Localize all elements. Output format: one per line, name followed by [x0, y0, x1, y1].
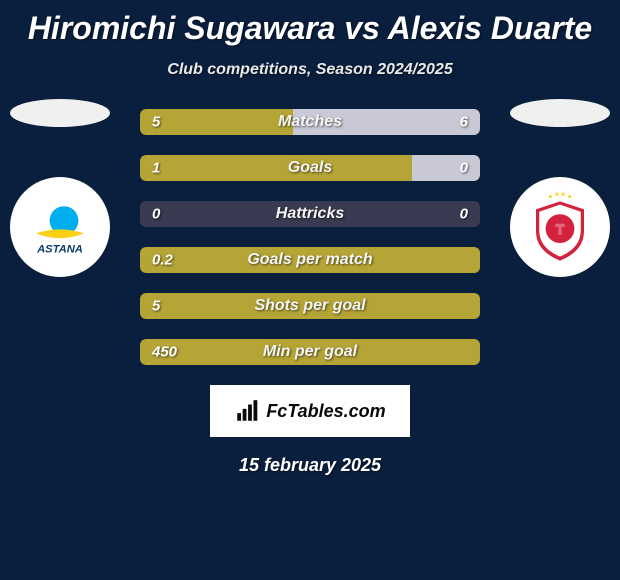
- stat-value-left: 5: [152, 114, 160, 131]
- club-logo-left: ASTANA: [10, 177, 110, 277]
- spartak-logo-icon: [520, 187, 600, 267]
- player-right-badges: [510, 99, 610, 277]
- comparison-subtitle: Club competitions, Season 2024/2025: [0, 61, 620, 79]
- stat-row: 5 6 Matches: [140, 109, 480, 135]
- stat-value-left: 0.2: [152, 252, 173, 269]
- stat-bar-left: [140, 155, 412, 181]
- comparison-content: ASTANA 5 6 Matches 1 0 Goals 0 0 Hattricks 0.2 Goa…: [0, 109, 620, 476]
- stat-value-left: 1: [152, 160, 160, 177]
- club-logo-right: [510, 177, 610, 277]
- stat-value-left: 0: [152, 206, 160, 223]
- stat-bar-right: [412, 155, 480, 181]
- branding-text: FcTables.com: [266, 401, 385, 422]
- player-left-badges: ASTANA: [10, 99, 110, 277]
- stat-label: Hattricks: [276, 205, 344, 223]
- stat-value-left: 5: [152, 298, 160, 315]
- chart-icon: [234, 398, 260, 424]
- stat-value-right: 0: [460, 206, 468, 223]
- astana-logo-icon: ASTANA: [20, 187, 100, 267]
- comparison-title: Hiromichi Sugawara vs Alexis Duarte: [0, 0, 620, 47]
- stat-row: 5 Shots per goal: [140, 293, 480, 319]
- svg-text:ASTANA: ASTANA: [36, 244, 83, 256]
- stat-label: Min per goal: [263, 343, 357, 361]
- stat-label: Goals: [288, 159, 332, 177]
- stat-bars: 5 6 Matches 1 0 Goals 0 0 Hattricks 0.2 Goals per …: [140, 109, 480, 365]
- stat-value-right: 0: [460, 160, 468, 177]
- stat-bar-left: [140, 109, 293, 135]
- stat-value-left: 450: [152, 344, 177, 361]
- stat-row: 0.2 Goals per match: [140, 247, 480, 273]
- stat-label: Goals per match: [247, 251, 372, 269]
- country-flag-right: [510, 99, 610, 127]
- comparison-date: 15 february 2025: [0, 455, 620, 476]
- stat-label: Shots per goal: [254, 297, 365, 315]
- country-flag-left: [10, 99, 110, 127]
- branding-box: FcTables.com: [210, 385, 410, 437]
- stat-row: 450 Min per goal: [140, 339, 480, 365]
- stat-row: 1 0 Goals: [140, 155, 480, 181]
- stat-label: Matches: [278, 113, 342, 131]
- stat-value-right: 6: [460, 114, 468, 131]
- stat-row: 0 0 Hattricks: [140, 201, 480, 227]
